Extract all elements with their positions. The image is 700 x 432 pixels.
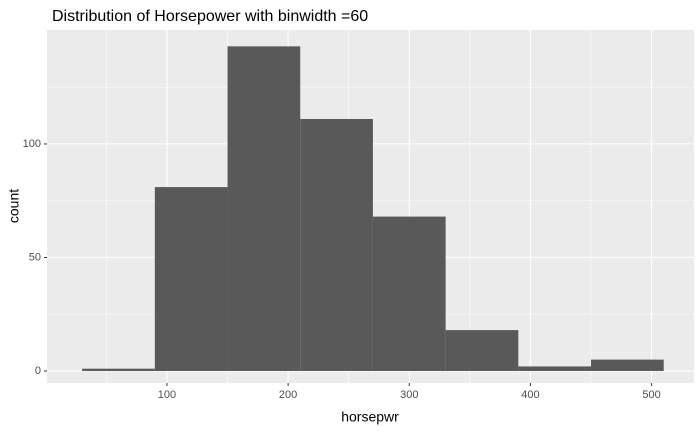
bar — [591, 359, 664, 371]
bar — [372, 216, 446, 371]
x-tick-label: 500 — [642, 389, 660, 401]
bar — [154, 187, 228, 371]
x-tick-label: 100 — [158, 389, 176, 401]
bar — [227, 46, 301, 371]
x-tick-label: 200 — [279, 389, 297, 401]
x-axis-label: horsepwr — [341, 409, 399, 425]
y-tick-label: 100 — [23, 138, 41, 150]
y-tick-label: 50 — [29, 251, 41, 263]
bar — [518, 366, 592, 371]
y-tick-label: 0 — [35, 365, 41, 377]
x-tick-label: 300 — [400, 389, 418, 401]
bar — [82, 368, 155, 371]
chart-title: Distribution of Horsepower with binwidth… — [52, 8, 368, 25]
bar — [445, 330, 519, 371]
bar — [300, 118, 373, 371]
y-axis-label: count — [6, 189, 22, 223]
x-tick-label: 400 — [521, 389, 539, 401]
